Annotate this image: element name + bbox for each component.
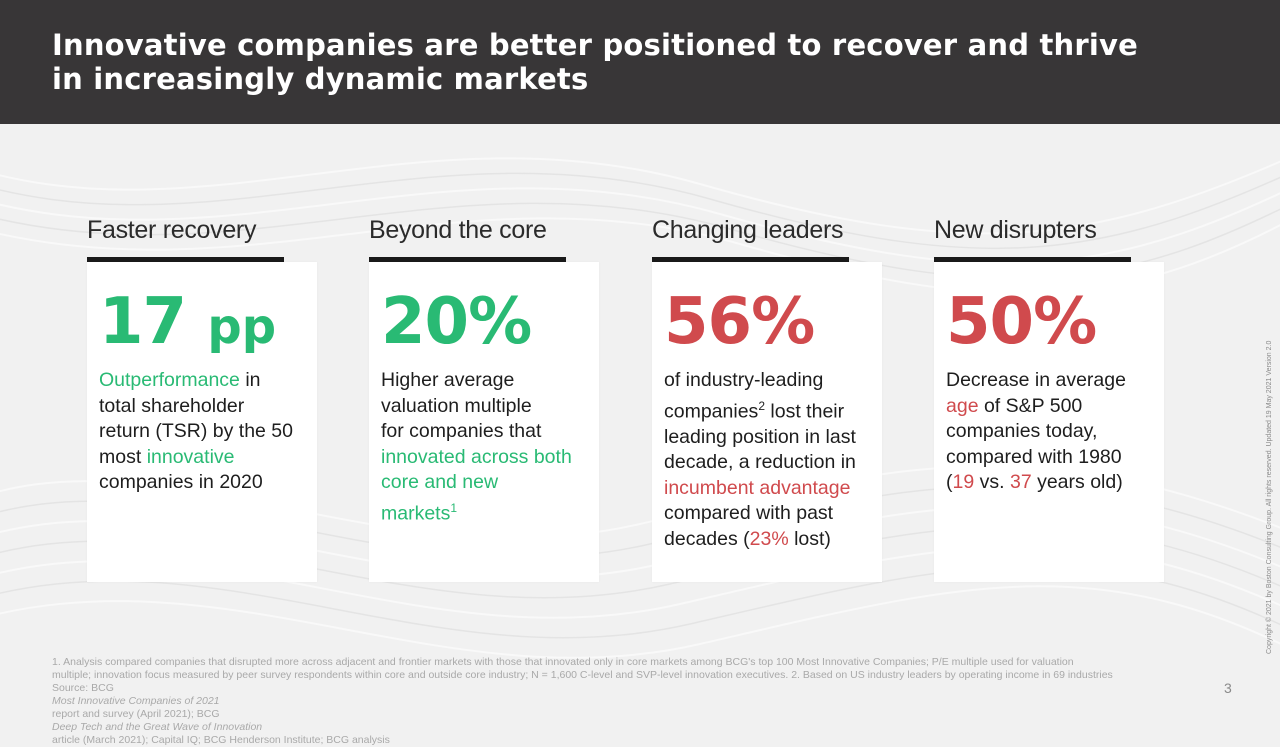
heading-underline (652, 257, 849, 262)
stat-card-new-disrupters: 50% Decrease in average age of S&P 500 c… (934, 262, 1164, 582)
source-text: report and survey (April 2021); BCG (52, 708, 220, 720)
header-bar: Innovative companies are better position… (0, 0, 1280, 124)
source-title: Most Innovative Companies of 2021 (52, 695, 220, 707)
stat-description: Outperformance in total shareholder retu… (99, 368, 313, 496)
heading-underline (934, 257, 1131, 262)
accent-text: Outperformance (99, 369, 240, 391)
stat-unit: pp (207, 299, 277, 355)
page-title: Innovative companies are better position… (52, 28, 1152, 96)
accent-text: incumbent advantage (664, 476, 851, 499)
desc-text: of S&P 500 (978, 394, 1083, 417)
desc-line: return (TSR) by the 50 (99, 420, 293, 442)
desc-text: companies (664, 400, 759, 422)
desc-line: compared with 1980 (946, 445, 1122, 468)
footnote-line: 1. Analysis compared companies that disr… (52, 656, 1074, 668)
source-text: Source: BCG (52, 682, 114, 694)
accent-text: age (946, 394, 979, 417)
copyright-notice: Copyright © 2021 by Boston Consulting Gr… (1266, 340, 1273, 654)
source-text: article (March 2021); Capital IQ; BCG He… (52, 734, 390, 746)
desc-text: decades ( (664, 527, 750, 550)
desc-text: vs. (974, 471, 1010, 493)
desc-line: leading position in last (664, 425, 856, 448)
page-number: 3 (1224, 680, 1232, 696)
heading-underline (87, 257, 284, 262)
stat-description: Decrease in average age of S&P 500 compa… (946, 368, 1160, 496)
desc-line: Decrease in average (946, 369, 1126, 391)
desc-line: companies in 2020 (99, 471, 263, 493)
column-heading-faster-recovery: Faster recovery (87, 216, 257, 244)
stat-value: 56% (664, 285, 815, 359)
accent-text: 23% (749, 527, 789, 550)
stat-value: 50% (946, 285, 1097, 359)
stat-card-beyond-the-core: 20% Higher average valuation multiple fo… (369, 262, 599, 582)
column-heading-changing-leaders: Changing leaders (652, 216, 844, 244)
accent-text: innovative (146, 445, 235, 468)
stat-description: of industry-leading companies2 lost thei… (664, 368, 878, 552)
desc-text: lost their (765, 400, 845, 422)
stat-number: 17 (99, 285, 187, 359)
source-title: Deep Tech and the Great Wave of Innovati… (52, 721, 263, 733)
stat-description: Higher average valuation multiple for co… (381, 368, 595, 527)
desc-line: compared with past (664, 502, 834, 524)
stat-card-changing-leaders: 56% of industry-leading companies2 lost … (652, 262, 882, 582)
stat-value: 17 pp (99, 284, 276, 365)
desc-line: total shareholder (99, 394, 245, 417)
desc-line: valuation multiple (381, 394, 532, 417)
column-heading-new-disrupters: New disrupters (934, 216, 1097, 244)
desc-line: of industry-leading (664, 369, 824, 391)
stat-card-faster-recovery: 17 pp Outperformance in total shareholde… (87, 262, 317, 582)
desc-text: lost) (788, 527, 831, 550)
accent-text: core and new (381, 471, 499, 493)
desc-line: Higher average (381, 369, 515, 391)
desc-text: ( (946, 471, 953, 493)
desc-line: companies today, (946, 420, 1098, 442)
desc-text: most (99, 445, 147, 468)
footnotes: 1. Analysis compared companies that disr… (52, 656, 1232, 747)
footnote-ref: 1 (450, 500, 458, 515)
desc-line: decade, a reduction in (664, 451, 856, 473)
footnote-line: multiple; innovation focus measured by p… (52, 669, 1113, 681)
accent-text: 19 (952, 471, 975, 493)
accent-text: markets (381, 502, 451, 524)
accent-text: innovated across both (381, 445, 572, 468)
heading-underline (369, 257, 566, 262)
footnote-ref: 2 (758, 398, 765, 413)
desc-text: years old) (1031, 471, 1123, 493)
title-line-2: in increasingly dynamic markets (52, 62, 589, 96)
stat-value: 20% (381, 285, 532, 359)
source-line: Source: BCG Most Innovative Companies of… (52, 682, 1232, 747)
desc-text: in (239, 369, 261, 391)
accent-text: 37 (1009, 471, 1032, 493)
title-line-1: Innovative companies are better position… (52, 28, 1138, 62)
desc-line: for companies that (381, 420, 542, 442)
column-heading-beyond-the-core: Beyond the core (369, 216, 547, 244)
